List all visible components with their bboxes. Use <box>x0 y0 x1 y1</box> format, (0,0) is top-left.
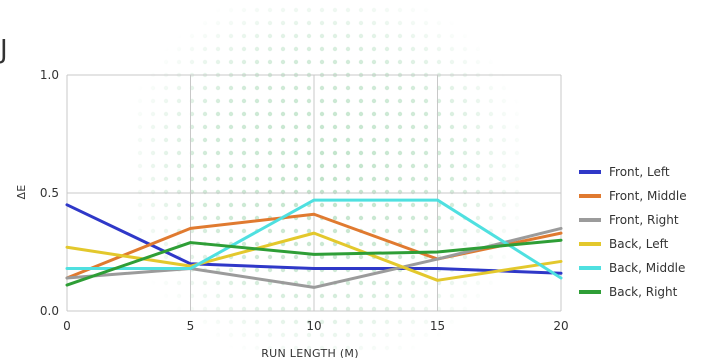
axis-ticks: 0 5 10 15 20 0.0 0.5 1.0 <box>40 68 569 333</box>
gridlines <box>67 75 561 311</box>
x-tick-label: 5 <box>187 319 195 333</box>
legend-label: Front, Right <box>609 213 679 227</box>
legend-label: Back, Middle <box>609 261 685 275</box>
x-tick-label: 15 <box>430 319 445 333</box>
dotted-background-pattern <box>138 8 519 350</box>
corner-glyph: J <box>0 35 8 65</box>
y-tick-label: 1.0 <box>40 68 59 82</box>
y-axis-title: ΔE <box>15 184 28 199</box>
legend-label: Front, Middle <box>609 189 687 203</box>
y-tick-label: 0.0 <box>40 304 59 318</box>
x-tick-label: 10 <box>306 319 321 333</box>
legend-label: Back, Left <box>609 237 669 251</box>
x-tick-label: 0 <box>63 319 71 333</box>
x-axis-title: RUN LENGTH (M) <box>261 347 359 358</box>
x-tick-label: 20 <box>553 319 568 333</box>
y-tick-label: 0.5 <box>40 186 59 200</box>
legend: Front, Left Front, Middle Front, Right Back… <box>579 165 687 299</box>
legend-label: Front, Left <box>609 165 670 179</box>
legend-label: Back, Right <box>609 285 678 299</box>
